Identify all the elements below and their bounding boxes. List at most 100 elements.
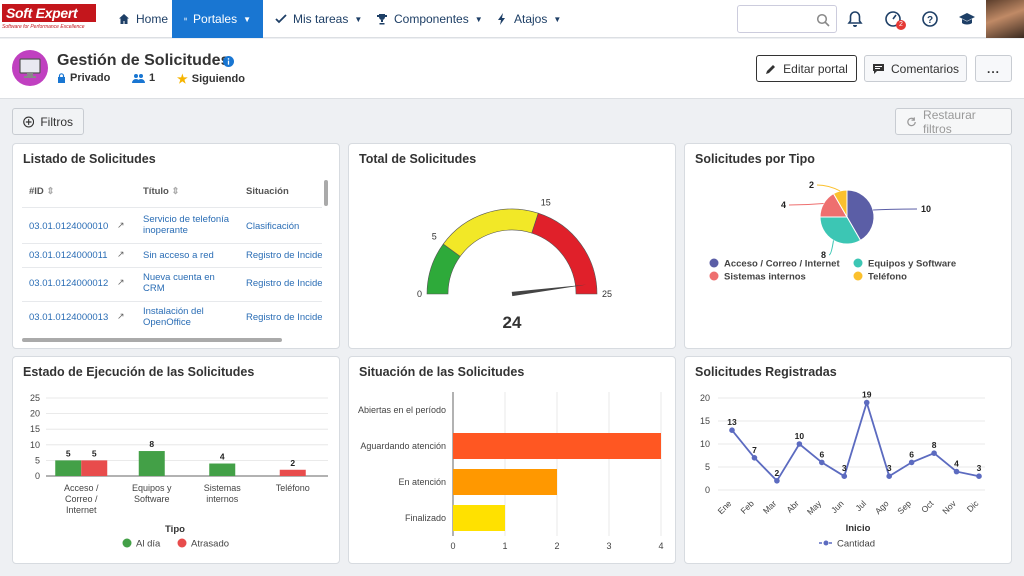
help-icon[interactable]: ?	[921, 10, 939, 28]
column-header-id[interactable]: #ID ⇕	[29, 186, 54, 197]
bell-icon[interactable]	[846, 10, 864, 28]
request-title[interactable]: Sin acceso a red	[143, 250, 214, 261]
comments-label: Comentarios	[890, 61, 960, 76]
trophy-icon	[377, 14, 387, 25]
chevron-down-icon: ▼	[474, 14, 483, 24]
gauge-tick-label: 25	[602, 289, 612, 299]
vertical-scrollbar[interactable]	[324, 180, 328, 206]
nav-atajos[interactable]: Atajos ▼	[496, 0, 561, 38]
chevron-down-icon: ▼	[243, 14, 251, 24]
check-icon	[275, 14, 287, 24]
point-data-label: 4	[954, 459, 959, 469]
dashboard-icon[interactable]	[884, 10, 902, 28]
lock-icon	[58, 73, 65, 83]
svg-text:?: ?	[927, 15, 933, 26]
table-row[interactable]: 03.01.0124000010 ↗ Servicio de telefonía…	[22, 212, 322, 242]
softexpert-logo[interactable]: Soft Expert Software for Performance Exc…	[2, 4, 98, 34]
table-row[interactable]: 03.01.0124000012 ↗ Nueva cuenta en CRM R…	[22, 268, 322, 300]
request-id-link[interactable]: 03.01.0124000010	[29, 221, 109, 232]
plus-circle-icon	[23, 116, 35, 127]
members-count[interactable]: 1	[132, 72, 155, 84]
y-tick-label: 10	[30, 440, 40, 450]
refresh-icon	[907, 116, 916, 126]
table-row[interactable]: 03.01.0124000011 ↗ Sin acceso a red Regi…	[22, 244, 322, 266]
request-id-link[interactable]: 03.01.0124000012	[29, 278, 109, 289]
following-label: Siguiendo	[191, 73, 245, 85]
follow-status[interactable]: ★ Siguiendo	[177, 72, 245, 86]
request-title[interactable]: Instalación del OpenOffice	[143, 306, 204, 328]
comments-button[interactable]: Comentarios	[864, 55, 967, 82]
gauge-tick-label: 0	[417, 289, 422, 299]
line-point	[886, 473, 892, 479]
nav-componentes-label: Componentes	[394, 12, 469, 26]
external-link-icon[interactable]: ↗	[117, 277, 125, 287]
info-icon[interactable]	[223, 56, 234, 67]
bar-data-label: 2	[290, 458, 295, 468]
request-title[interactable]: Servicio de telefonía inoperante	[143, 214, 230, 236]
requests-by-type-panel	[684, 143, 1012, 349]
nav-mis-tareas[interactable]: Mis tareas ▼	[275, 0, 362, 38]
bar	[81, 460, 108, 476]
request-status: Registro de Incidencias	[246, 278, 322, 289]
external-link-icon[interactable]: ↗	[117, 311, 125, 321]
filters-button[interactable]: Filtros	[12, 108, 84, 135]
request-id-link[interactable]: 03.01.0124000011	[29, 250, 108, 261]
external-link-icon[interactable]: ↗	[117, 249, 125, 259]
request-id-link[interactable]: 03.01.0124000013	[29, 312, 109, 323]
situation-bar-chart: 0 1 2 3 4 Abiertas en el período Aguardando at…	[358, 392, 664, 551]
y-tick-label: 0	[705, 485, 710, 495]
bar	[453, 469, 557, 495]
search-icon[interactable]	[816, 13, 830, 27]
edit-portal-label: Editar portal	[783, 61, 848, 76]
column-header-title[interactable]: Título ⇕	[143, 186, 179, 197]
legend-label: Sistemas internos	[724, 272, 806, 283]
legend-label: Cantidad	[837, 539, 875, 550]
legend-label: Al día	[136, 539, 161, 550]
line-point	[796, 441, 803, 447]
registered-line-chart: 0 5 10 15 20 13 7 2 10 6 3 19 3 6 8 4 3 Ene Feb Mar Abr May Ju…	[700, 390, 985, 550]
user-avatar[interactable]	[986, 0, 1024, 38]
gauge-band	[531, 212, 598, 295]
gauge-value: 24	[503, 313, 522, 332]
column-header-label: Título	[143, 186, 169, 197]
edit-portal-button[interactable]: Editar portal	[756, 55, 857, 82]
line-point	[841, 473, 848, 479]
y-tick-label: 10	[700, 439, 710, 449]
nav-portales[interactable]: Portales ▼	[172, 0, 263, 38]
line-point	[976, 473, 982, 479]
table-divider	[22, 207, 322, 208]
pie-chart: 10 8 4 2 Acceso / Correo / Internet Equipos y…	[709, 180, 956, 283]
graduation-cap-icon[interactable]	[958, 10, 976, 28]
pie-leader-line	[816, 184, 841, 192]
notification-badge: 2	[896, 20, 906, 30]
column-header-status[interactable]: Situación	[246, 186, 289, 197]
search-input[interactable]	[737, 5, 837, 33]
gauge-tick-label: 15	[541, 198, 551, 208]
column-header-label: #ID	[29, 186, 44, 197]
nav-home[interactable]: Home	[114, 0, 172, 38]
point-data-label: 7	[752, 445, 757, 455]
y-tick-label: 20	[700, 393, 710, 403]
horizontal-scrollbar[interactable]	[22, 338, 282, 342]
filters-label: Filtros	[40, 114, 73, 129]
x-tick-label: Sistemas internos	[204, 483, 242, 504]
more-options-button[interactable]: ...	[975, 55, 1012, 82]
x-tick-label: Teléfono	[276, 483, 310, 493]
bar	[55, 460, 82, 476]
bar-data-label: 5	[92, 448, 97, 458]
nav-atajos-label: Atajos	[514, 12, 548, 26]
line-point	[819, 459, 825, 466]
request-status: Registro de Incidencias	[246, 250, 322, 261]
external-link-icon[interactable]: ↗	[117, 220, 125, 230]
privacy-label: Privado	[70, 72, 111, 84]
legend-marker	[122, 538, 132, 548]
gauge-band	[442, 208, 539, 257]
table-row[interactable]: 03.01.0124000013 ↗ Instalación del OpenO…	[22, 302, 322, 334]
line-point	[953, 468, 960, 475]
pie-leader-line	[788, 203, 824, 206]
request-title[interactable]: Nueva cuenta en CRM	[143, 272, 215, 294]
restore-filters-button[interactable]: Restaurar filtros	[895, 108, 1012, 136]
nav-componentes[interactable]: Componentes ▼	[376, 0, 483, 38]
x-tick-label: Dic	[965, 498, 981, 514]
comment-icon	[872, 63, 884, 74]
